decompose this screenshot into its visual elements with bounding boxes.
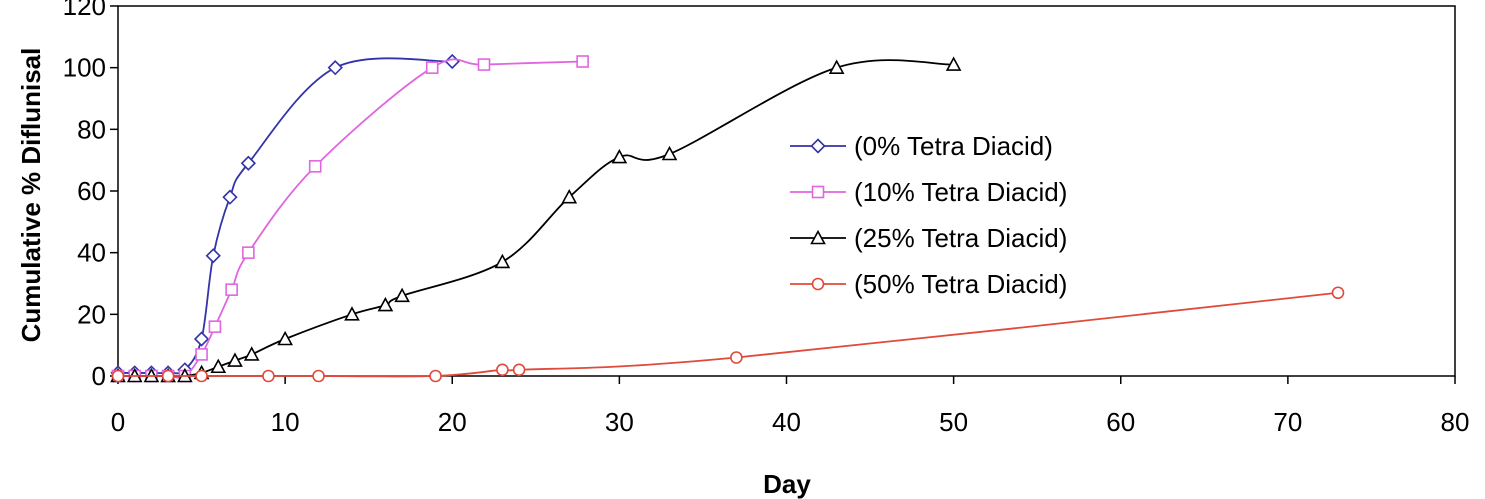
series-line: [118, 291, 1339, 378]
x-tick-label: 10: [271, 407, 300, 437]
data-point: [277, 330, 293, 346]
data-point: [611, 148, 628, 164]
data-point: [195, 369, 208, 383]
legend: (0% Tetra Diacid) (10% Tetra Diacid) (25% …: [790, 131, 1067, 299]
data-point: [496, 363, 509, 377]
data-point: [512, 363, 526, 377]
x-tick-label: 50: [939, 407, 968, 437]
data-point: [242, 246, 255, 259]
series-0: [110, 53, 460, 381]
data-point: [205, 248, 221, 264]
data-point: [377, 296, 394, 312]
series-3: [111, 286, 1345, 383]
legend-label: (0% Tetra Diacid): [854, 131, 1053, 161]
legend-label: (50% Tetra Diacid): [854, 269, 1067, 299]
data-point: [327, 60, 343, 76]
y-axis: 0 20 40 60 80 100 120: [63, 0, 118, 391]
series-line: [118, 57, 453, 375]
series-line: [118, 59, 954, 378]
data-point: [561, 188, 578, 204]
x-tick-label: 60: [1106, 407, 1135, 437]
data-point: [1331, 286, 1345, 300]
legend-label: (10% Tetra Diacid): [854, 177, 1067, 207]
data-point: [661, 145, 678, 161]
data-point: [494, 253, 511, 269]
plot-border: [117, 5, 1456, 377]
data-point: [111, 369, 125, 383]
data-point: [429, 369, 442, 383]
x-tick-label: 30: [605, 407, 634, 437]
series-layer: [110, 53, 1345, 383]
data-point: [828, 59, 845, 74]
y-tick-label: 120: [63, 0, 106, 21]
legend-item: (0% Tetra Diacid): [790, 131, 1053, 161]
data-point: [394, 287, 410, 303]
series-2: [110, 56, 962, 383]
legend-marker: [811, 185, 825, 199]
data-point: [227, 352, 243, 367]
y-tick-label: 0: [92, 361, 106, 391]
data-point: [161, 369, 175, 383]
x-tick-label: 40: [772, 407, 801, 437]
data-point: [425, 61, 439, 74]
legend-marker: [810, 229, 826, 245]
data-point: [308, 160, 322, 173]
data-point: [210, 358, 227, 374]
y-tick-label: 100: [63, 53, 106, 83]
legend-item: (25% Tetra Diacid): [790, 223, 1067, 253]
legend-marker: [811, 277, 825, 291]
data-point: [312, 369, 325, 383]
data-point: [240, 155, 256, 171]
x-tick-label: 70: [1273, 407, 1302, 437]
data-point: [344, 306, 360, 321]
series-line: [118, 58, 583, 379]
y-tick-label: 80: [77, 114, 106, 144]
data-point: [444, 53, 460, 70]
x-tick-label: 20: [438, 407, 467, 437]
x-tick-label: 80: [1441, 407, 1470, 437]
legend-item: (50% Tetra Diacid): [790, 269, 1067, 299]
y-tick-label: 40: [77, 238, 106, 268]
legend-marker: [810, 138, 826, 154]
data-point: [945, 56, 962, 71]
plot-frame: [117, 5, 1456, 377]
data-point: [208, 320, 222, 333]
series-1: [111, 55, 589, 383]
x-axis-title: Day: [763, 469, 811, 499]
y-tick-label: 60: [77, 176, 106, 206]
x-axis: 0 10 20 30 40 50 60 70 80: [111, 376, 1470, 437]
data-point: [222, 189, 238, 205]
data-point: [195, 348, 208, 361]
legend-label: (25% Tetra Diacid): [854, 223, 1067, 253]
legend-item: (10% Tetra Diacid): [790, 177, 1067, 207]
data-point: [225, 283, 238, 296]
data-point: [193, 331, 210, 347]
data-point: [730, 351, 743, 364]
y-axis-title: Cumulative % Diflunisal: [16, 48, 46, 343]
data-point: [243, 346, 260, 361]
x-tick-label: 0: [111, 407, 125, 437]
data-point: [262, 369, 275, 383]
data-point: [576, 55, 589, 68]
data-point: [477, 58, 491, 71]
y-tick-label: 20: [77, 299, 106, 329]
